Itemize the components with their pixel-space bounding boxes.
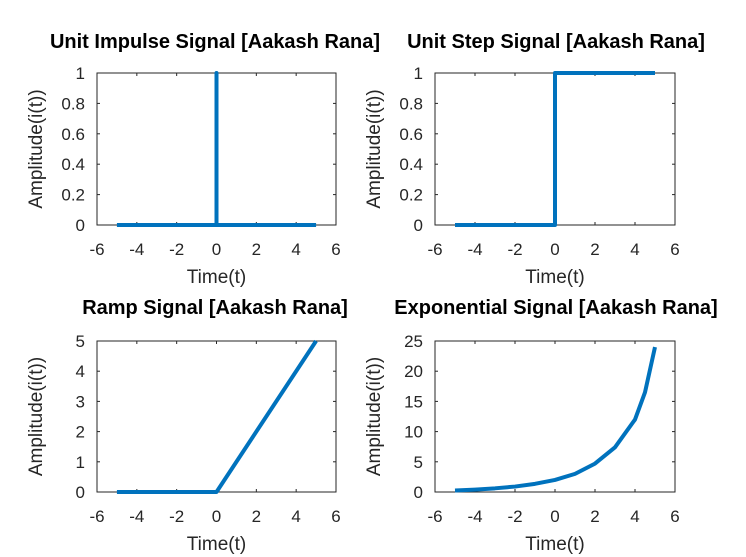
y-tick-label: 20 [404,362,423,381]
x-tick-label: -6 [427,507,442,526]
y-tick-label: 1 [414,64,423,83]
step-chart-title: Unit Step Signal [Aakash Rana] [407,31,705,53]
y-tick-label: 0 [414,216,423,235]
y-axis-label: Amplitude(i(t)) [26,89,47,208]
y-axis-label: Amplitude(i(t)) [364,357,385,476]
ramp-series-line [116,339,318,494]
y-tick-label: 2 [76,423,85,442]
x-tick-label: 4 [630,240,639,259]
x-axis-label: Time(t) [187,534,246,555]
y-tick-label: 25 [404,332,423,351]
x-tick-label: 4 [630,507,639,526]
x-tick-label: -6 [427,240,442,259]
y-tick-label: 5 [414,453,423,472]
exponential-series-line [454,346,657,493]
x-tick-label: 0 [212,240,221,259]
x-tick-label: 6 [670,507,679,526]
y-tick-label: 0 [76,483,85,502]
x-tick-label: 2 [252,240,261,259]
y-tick-label: 0.6 [399,125,423,144]
x-tick-label: -2 [169,240,184,259]
y-tick-label: 0.4 [61,155,85,174]
y-tick-label: 4 [76,362,85,381]
x-tick-label: 2 [590,240,599,259]
y-tick-label: 0 [414,483,423,502]
y-tick-label: 5 [76,332,85,351]
impulse-series-line [116,71,317,227]
ramp-chart-title: Ramp Signal [Aakash Rana] [82,297,348,319]
y-tick-label: 0.6 [61,125,85,144]
step-chart: -6 -4 -2 0 2 4 6 0 0.2 0.4 0.6 0.8 1 Time(t) Amplitude… [364,31,705,288]
x-tick-label: -4 [467,507,482,526]
y-tick-label: 0.8 [61,94,85,113]
x-tick-label: 6 [670,240,679,259]
x-tick-label: 4 [291,240,300,259]
x-tick-label: 2 [252,507,261,526]
x-tick-label: 6 [331,240,340,259]
x-tick-label: -2 [507,507,522,526]
y-tick-label: 3 [76,392,85,411]
x-tick-label: -2 [507,240,522,259]
x-tick-label: 4 [291,507,300,526]
x-axis-label: Time(t) [187,267,246,288]
exponential-chart: -6 -4 -2 0 2 4 6 0 5 10 15 20 25 Time(t) Amplitude(i(t… [364,297,718,555]
x-tick-label: 0 [550,240,559,259]
ramp-chart: -6 -4 -2 0 2 4 6 0 1 2 3 4 5 Time(t) Amplitude(i(t)) Ra… [26,297,348,555]
impulse-chart-title: Unit Impulse Signal [Aakash Rana] [50,31,380,53]
x-tick-label: 0 [212,507,221,526]
impulse-chart: -6 -4 -2 0 2 4 6 0 0.2 0.4 0.6 0.8 1 Time(t) Amplitude… [26,31,380,288]
x-tick-label: 2 [590,507,599,526]
y-axis-label: Amplitude(i(t)) [364,89,385,208]
x-tick-label: -6 [89,507,104,526]
exponential-plot-frame [434,340,676,493]
y-tick-label: 0.4 [399,155,423,174]
x-tick-label: -4 [129,240,144,259]
step-series-line [455,71,655,227]
x-tick-label: -2 [169,507,184,526]
x-axis-label: Time(t) [525,534,584,555]
x-axis-label: Time(t) [525,267,584,288]
y-tick-label: 10 [404,423,423,442]
x-tick-label: -4 [129,507,144,526]
x-tick-label: 0 [550,507,559,526]
y-tick-label: 0.2 [61,186,85,205]
y-axis-label: Amplitude(i(t)) [26,357,47,476]
y-tick-label: 0.8 [399,94,423,113]
y-tick-label: 15 [404,392,423,411]
ramp-plot-frame [96,340,337,493]
x-tick-label: -4 [467,240,482,259]
y-tick-label: 1 [76,64,85,83]
exponential-chart-title: Exponential Signal [Aakash Rana] [394,297,717,319]
x-tick-label: 6 [331,507,340,526]
y-tick-label: 1 [76,453,85,472]
x-tick-label: -6 [89,240,104,259]
y-tick-label: 0 [76,216,85,235]
y-tick-label: 0.2 [399,186,423,205]
